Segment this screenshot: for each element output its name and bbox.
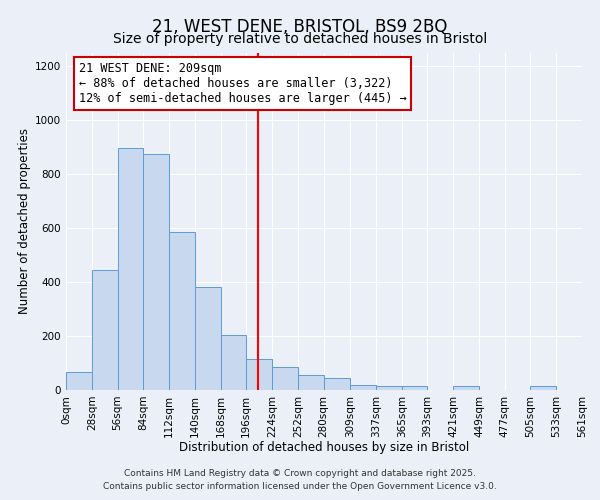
Bar	[272, 367, 298, 390]
Bar	[530, 386, 556, 390]
Bar	[323, 378, 350, 390]
Bar	[195, 288, 221, 390]
Bar	[246, 359, 272, 390]
Text: Contains HM Land Registry data © Crown copyright and database right 2025.
Contai: Contains HM Land Registry data © Crown c…	[103, 470, 497, 491]
Bar	[221, 334, 246, 390]
Bar	[169, 232, 195, 390]
Bar	[66, 372, 92, 390]
Text: Size of property relative to detached houses in Bristol: Size of property relative to detached ho…	[113, 32, 487, 46]
Bar	[350, 385, 376, 390]
X-axis label: Distribution of detached houses by size in Bristol: Distribution of detached houses by size …	[179, 441, 469, 454]
Bar	[118, 148, 143, 390]
Text: 21 WEST DENE: 209sqm
← 88% of detached houses are smaller (3,322)
12% of semi-de: 21 WEST DENE: 209sqm ← 88% of detached h…	[79, 62, 407, 105]
Bar	[453, 386, 479, 390]
Y-axis label: Number of detached properties: Number of detached properties	[18, 128, 31, 314]
Bar	[143, 154, 169, 390]
Bar	[92, 270, 118, 390]
Bar	[298, 375, 323, 390]
Bar	[376, 386, 402, 390]
Text: 21, WEST DENE, BRISTOL, BS9 2BQ: 21, WEST DENE, BRISTOL, BS9 2BQ	[152, 18, 448, 36]
Bar	[402, 386, 427, 390]
